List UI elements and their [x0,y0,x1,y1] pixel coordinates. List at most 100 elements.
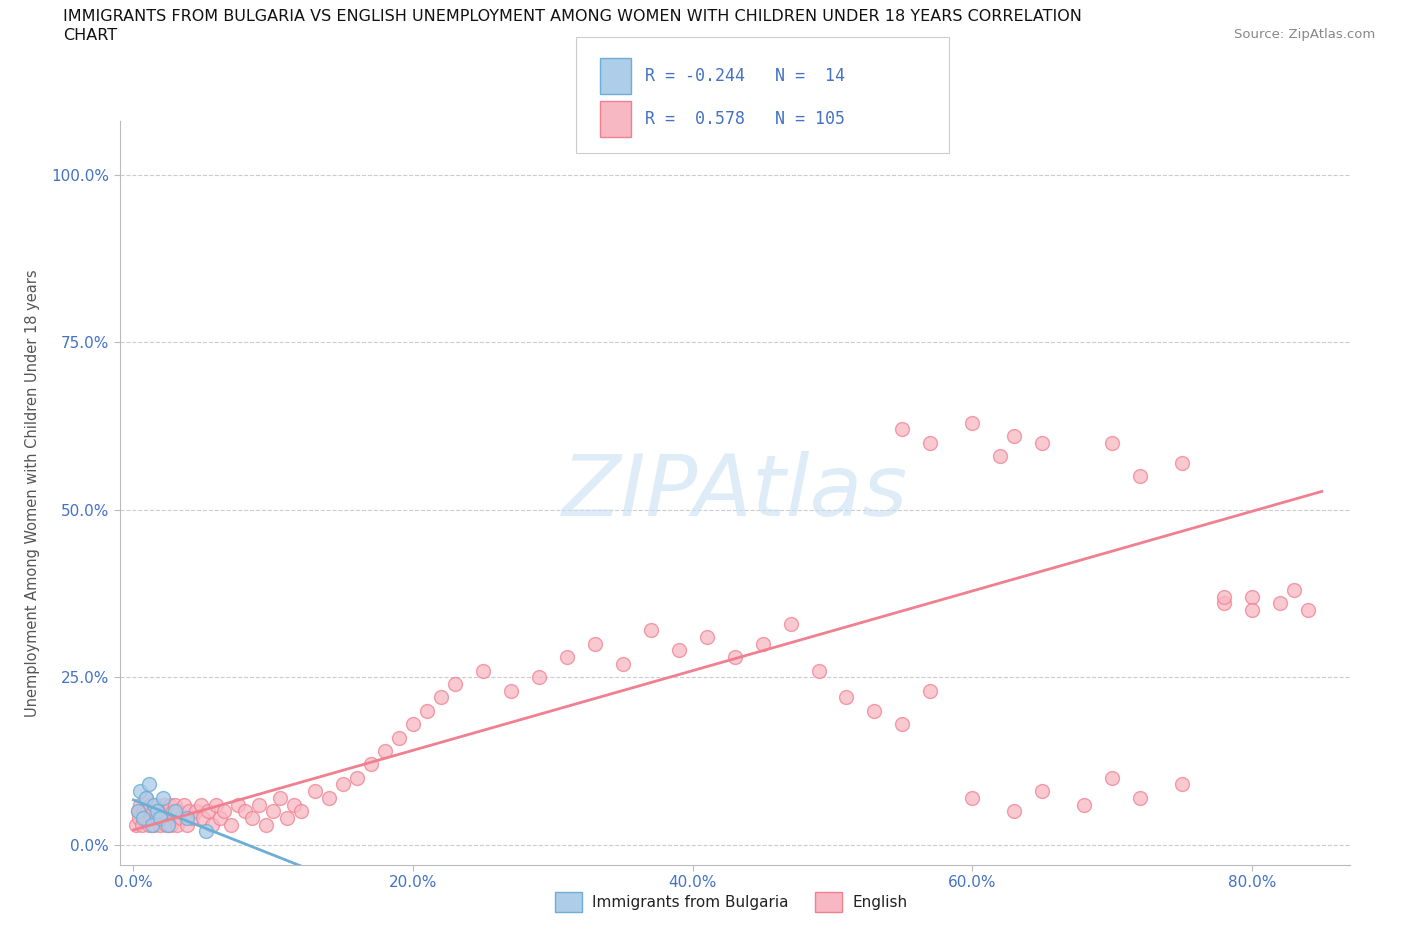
Point [751,636,773,651]
Point [152,811,174,826]
Point [186,804,208,818]
Point [201,817,224,832]
Text: English: English [852,895,907,910]
Point [149,811,172,826]
Point [1213,590,1236,604]
Point [193,811,215,826]
Point [129,797,152,812]
Point [290,804,312,818]
Point [696,630,718,644]
Point [181,811,204,826]
Point [127,804,149,818]
Text: R = -0.244   N =  14: R = -0.244 N = 14 [645,67,845,85]
Point [1129,469,1152,484]
Text: Source: ZipAtlas.com: Source: ZipAtlas.com [1234,28,1375,41]
Point [138,817,160,832]
Point [1031,435,1053,450]
Point [1296,603,1319,618]
Point [157,817,180,832]
Point [1129,790,1152,805]
Point [179,804,201,818]
Point [166,817,188,832]
Point [583,636,606,651]
Point [170,811,193,826]
Point [209,811,232,826]
Text: R =  0.578   N = 105: R = 0.578 N = 105 [645,110,845,127]
Point [142,804,165,818]
Point [1213,596,1236,611]
Point [247,797,270,812]
Point [143,797,166,812]
Point [1101,770,1123,785]
Point [472,663,495,678]
Y-axis label: Unemployment Among Women with Children Under 18 years: Unemployment Among Women with Children U… [25,269,39,717]
Text: ZIPAtlas: ZIPAtlas [561,451,908,535]
Point [920,435,942,450]
Point [269,790,291,805]
Text: CHART: CHART [63,28,117,43]
Point [262,804,284,818]
Text: Immigrants from Bulgaria: Immigrants from Bulgaria [592,895,789,910]
Point [165,804,187,818]
Point [195,824,218,839]
Point [197,804,219,818]
Point [402,717,425,732]
Point [779,617,801,631]
Point [254,817,277,832]
Point [1101,435,1123,450]
Point [176,811,198,826]
Point [499,684,522,698]
Point [1268,596,1291,611]
Point [283,797,305,812]
Point [136,804,159,818]
Point [135,790,157,805]
Point [157,811,180,826]
Point [304,784,326,799]
Point [125,817,148,832]
Point [835,690,858,705]
Point [962,790,984,805]
Point [143,817,166,832]
Point [165,797,187,812]
Point [1073,797,1095,812]
Point [233,804,256,818]
Point [1240,590,1263,604]
Point [863,703,886,718]
Point [139,797,162,812]
Point [1002,429,1025,444]
Point [240,811,263,826]
Point [153,797,176,812]
Point [920,684,942,698]
Point [891,422,914,437]
Point [962,415,984,430]
Point [374,743,396,758]
Point [527,670,550,684]
Point [152,790,174,805]
Point [160,817,183,832]
Point [1171,456,1194,471]
Point [1031,784,1053,799]
Point [138,777,160,792]
Point [891,717,914,732]
Point [141,817,163,832]
Point [205,797,228,812]
Point [159,797,181,812]
Point [129,784,152,799]
Point [221,817,243,832]
Point [155,817,177,832]
Point [1282,583,1305,598]
Point [128,811,150,826]
Text: IMMIGRANTS FROM BULGARIA VS ENGLISH UNEMPLOYMENT AMONG WOMEN WITH CHILDREN UNDER: IMMIGRANTS FROM BULGARIA VS ENGLISH UNEM… [63,9,1083,24]
Point [162,804,184,818]
Point [640,623,662,638]
Point [360,757,382,772]
Point [156,804,179,818]
Point [318,790,340,805]
Point [134,811,156,826]
Point [146,804,169,818]
Point [141,811,163,826]
Point [346,770,368,785]
Point [723,650,745,665]
Point [388,730,411,745]
Point [1171,777,1194,792]
